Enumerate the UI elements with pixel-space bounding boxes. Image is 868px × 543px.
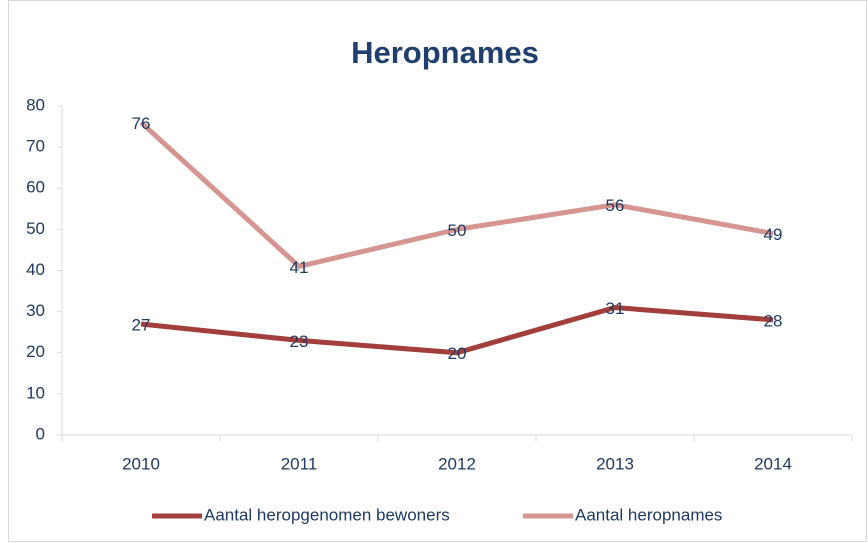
x-tick-label: 2014	[754, 454, 792, 473]
series-line	[139, 120, 774, 269]
data-label: 41	[290, 258, 309, 277]
data-label: 23	[290, 332, 309, 351]
y-tick-label: 40	[26, 260, 45, 279]
data-label: 31	[606, 299, 625, 318]
y-tick-label: 50	[26, 219, 45, 238]
chart-border	[8, 0, 867, 542]
data-label: 49	[764, 225, 783, 244]
series-line	[140, 305, 774, 356]
data-label: 76	[132, 114, 151, 133]
x-tick-label: 2011	[281, 454, 318, 473]
y-tick-label: 70	[26, 137, 45, 156]
data-label: 20	[448, 344, 467, 363]
x-tick-label: 2012	[438, 454, 476, 473]
x-tick-label: 2013	[596, 454, 634, 473]
y-tick-label: 20	[26, 342, 45, 361]
y-tick-label: 30	[26, 301, 45, 320]
data-label: 50	[448, 221, 467, 240]
y-tick-label: 10	[26, 383, 45, 402]
y-tick-label: 80	[26, 95, 45, 114]
x-tick-label: 2010	[122, 454, 160, 473]
data-label: 56	[606, 196, 625, 215]
legend-label: Aantal heropnames	[575, 505, 722, 524]
legend-label: Aantal heropgenomen bewoners	[204, 505, 450, 524]
data-label: 28	[764, 311, 783, 330]
y-tick-label: 0	[36, 424, 45, 443]
y-tick-label: 60	[26, 178, 45, 197]
data-label: 27	[132, 315, 151, 334]
chart-title: Heropnames	[351, 35, 539, 70]
